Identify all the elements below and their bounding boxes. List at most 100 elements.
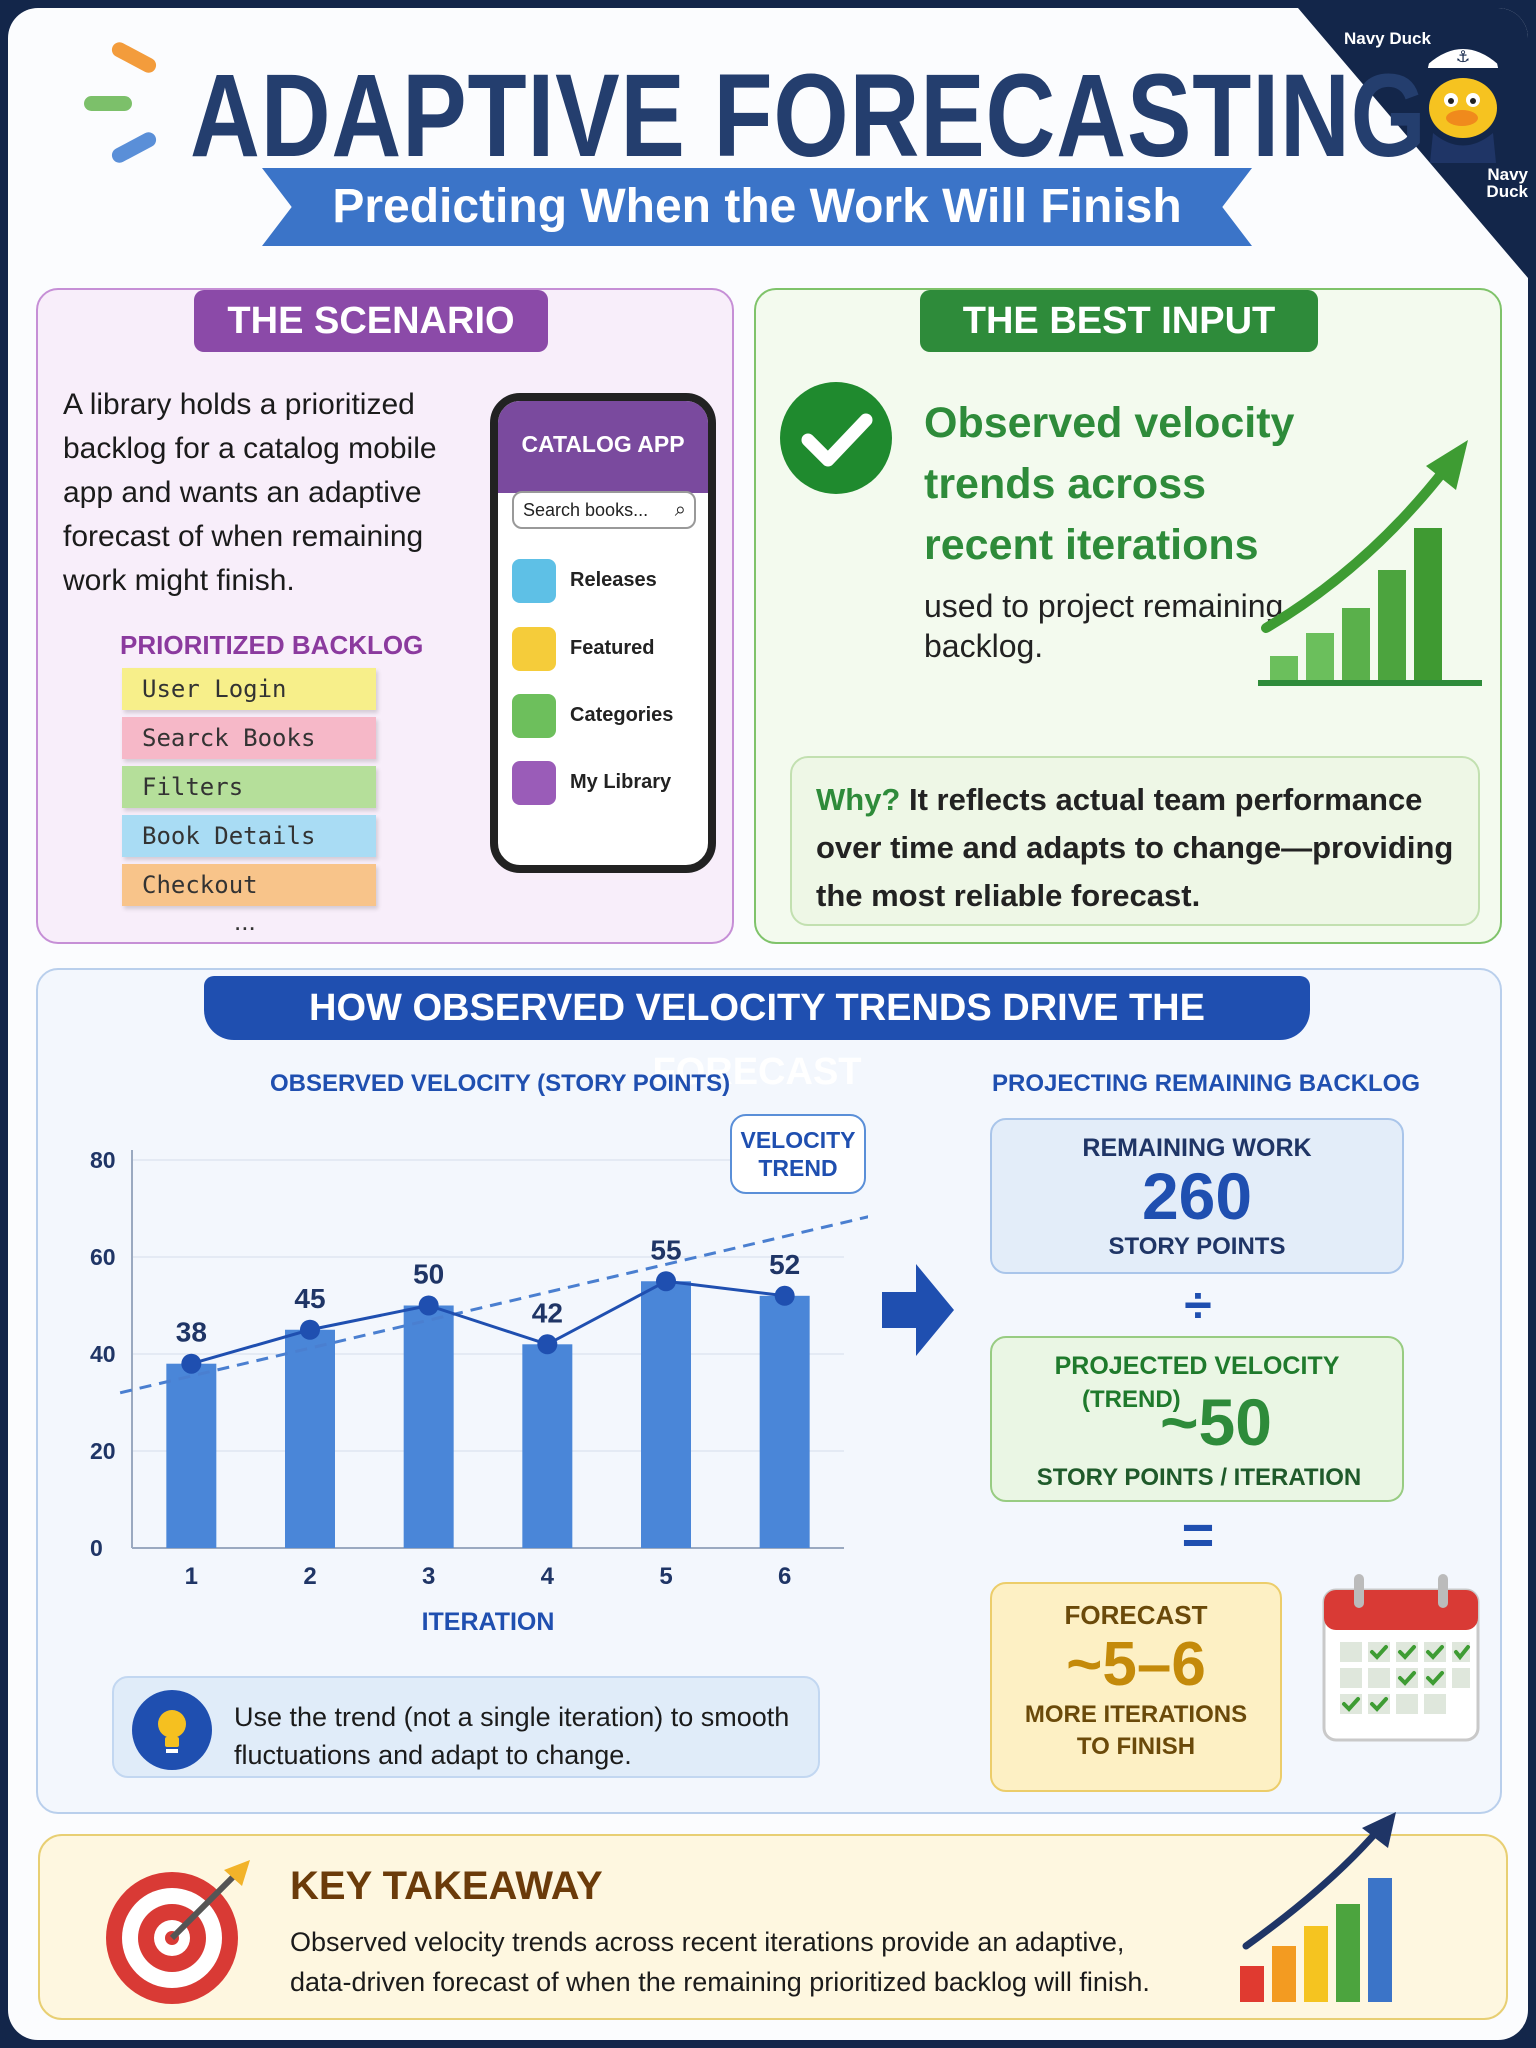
remaining-work-label: REMAINING WORK [1082, 1134, 1312, 1162]
phone-menu-label: Featured [570, 637, 655, 659]
series-line [190, 1279, 785, 1366]
x-tick-label: 3 [422, 1563, 435, 1590]
key-takeaway-title: KEY TAKEAWAY [290, 1864, 603, 1908]
phone-menu-item-categories[interactable]: Categories [512, 694, 702, 742]
forecast-unit-line1: MORE ITERATIONS [1024, 1701, 1248, 1728]
data-label: 52 [769, 1249, 800, 1280]
scenario-description: A library holds a prioritized backlog fo… [63, 388, 437, 597]
phone-search-input[interactable]: Search books... ⌕ [512, 491, 696, 529]
growth-chart-icon [1258, 440, 1482, 686]
backlog-item: Filters [122, 766, 376, 808]
phone-app-title: CATALOG APP [498, 401, 708, 493]
data-point [418, 1295, 439, 1316]
y-tick-label: 60 [90, 1244, 116, 1270]
forecast-box: FORECAST ~5–6 MORE ITERATIONS TO FINISH [990, 1582, 1282, 1792]
data-label: 38 [176, 1317, 207, 1348]
star-icon [512, 627, 556, 671]
accent-mark-green [84, 96, 132, 111]
data-point [300, 1319, 320, 1340]
checkmark-icon [780, 382, 892, 494]
projected-velocity-box: PROJECTED VELOCITY (TREND) ~50 STORY POI… [990, 1336, 1404, 1502]
tip-callout: Use the trend (not a single iteration) t… [112, 1676, 820, 1778]
x-tick-label: 4 [541, 1563, 555, 1590]
key-takeaway-panel: KEY TAKEAWAY Observed velocity trends ac… [38, 1812, 1508, 2020]
projection-title: PROJECTING REMAINING BACKLOG [992, 1070, 1421, 1097]
calendar-icon [1322, 1574, 1480, 1742]
phone-menu-label: Releases [570, 569, 657, 591]
scenario-tag: THE SCENARIO [194, 290, 548, 352]
equals-operator: = [1181, 1503, 1215, 1566]
page-title: ADAPTIVE FORECASTING [190, 50, 1427, 182]
y-tick-label: 40 [90, 1341, 116, 1367]
bar [166, 1363, 217, 1548]
infographic-sheet: Navy Duck ⚓ Navy Duck ADAPTIVE FORECASTI… [8, 8, 1528, 2040]
book-icon [512, 559, 556, 603]
remaining-work-value: 260 [1141, 1159, 1253, 1233]
bar [285, 1329, 335, 1548]
backlog-item: Searck Books [122, 717, 376, 759]
how-section-title: HOW OBSERVED VELOCITY TRENDS DRIVE THE F… [204, 976, 1310, 1093]
divide-operator: ÷ [1184, 1277, 1212, 1333]
y-tick-label: 80 [90, 1147, 116, 1173]
x-tick-label: 5 [659, 1563, 672, 1590]
rising-bars-icon [1240, 1812, 1396, 2002]
phone-menu-item-releases[interactable]: Releases [512, 559, 702, 607]
phone-menu-label: Categories [570, 704, 674, 726]
projected-velocity-unit: STORY POINTS / ITERATION [1036, 1464, 1362, 1491]
phone-mockup: CATALOG APP Search books... ⌕ Releases F… [490, 393, 716, 873]
data-label: 55 [650, 1234, 681, 1265]
phone-menu-item-my-library[interactable]: My Library [512, 761, 702, 809]
data-label: 50 [413, 1259, 444, 1290]
chart-title: OBSERVED VELOCITY (STORY POINTS) [270, 1070, 731, 1097]
backlog-more: ... [234, 906, 256, 936]
best-input-subtext: used to project remaining backlog. [924, 588, 1284, 664]
backlog-item: Checkout [122, 864, 376, 906]
target-icon [106, 1860, 250, 2004]
y-tick-label: 20 [90, 1438, 116, 1464]
bar [403, 1305, 454, 1548]
projected-velocity-label: PROJECTED VELOCITY [1054, 1352, 1340, 1380]
data-point [656, 1271, 676, 1292]
phone-menu-item-featured[interactable]: Featured [512, 627, 702, 675]
bar [759, 1295, 810, 1548]
best-input-tag: THE BEST INPUT [920, 290, 1318, 352]
backlog-title: PRIORITIZED BACKLOG [120, 630, 424, 660]
backlog-item: Book Details [122, 815, 376, 857]
phone-search-placeholder: Search books... [523, 500, 649, 520]
data-point [774, 1285, 795, 1306]
data-point [181, 1353, 202, 1374]
search-icon: ⌕ [674, 499, 686, 521]
data-label: 45 [294, 1283, 325, 1314]
forecast-label: FORECAST [1064, 1600, 1208, 1630]
projected-velocity-value: ~50 [1160, 1385, 1272, 1459]
tip-text: Use the trend (not a single iteration) t… [234, 1702, 790, 1770]
why-text: It reflects actual team performance over… [816, 782, 1454, 913]
why-callout: Why? It reflects actual team performance… [790, 756, 1480, 926]
x-tick-label: 6 [778, 1563, 791, 1590]
data-point [537, 1334, 558, 1355]
projected-velocity-sublabel: (TREND) [1082, 1386, 1181, 1413]
brand-text-top: Navy Duck [1344, 29, 1431, 48]
brand-text-bottom: Navy Duck [1486, 165, 1528, 201]
x-axis-label: ITERATION [422, 1608, 555, 1636]
bookmark-icon [512, 761, 556, 805]
duck-mascot-icon: ⚓ [1424, 47, 1502, 163]
x-tick-label: 2 [303, 1563, 316, 1590]
phone-menu-label: My Library [570, 771, 672, 793]
bar [641, 1281, 691, 1548]
remaining-work-unit: STORY POINTS [1108, 1233, 1286, 1260]
forecast-value: ~5–6 [1066, 1630, 1206, 1699]
lightbulb-icon [132, 1690, 212, 1770]
arrow-right-icon [882, 1264, 954, 1356]
accent-mark-blue [109, 129, 159, 166]
x-tick-label: 1 [185, 1563, 198, 1590]
grid-icon [512, 694, 556, 738]
bar [522, 1344, 573, 1548]
best-input-headline: Observed velocity trends across recent i… [924, 399, 1295, 569]
remaining-work-box: REMAINING WORK 260 STORY POINTS [990, 1118, 1404, 1274]
trend-line [119, 1215, 868, 1395]
forecast-unit-line2: TO FINISH [1076, 1733, 1196, 1760]
svg-text:⚓: ⚓ [1456, 47, 1470, 66]
data-label: 42 [532, 1297, 563, 1328]
